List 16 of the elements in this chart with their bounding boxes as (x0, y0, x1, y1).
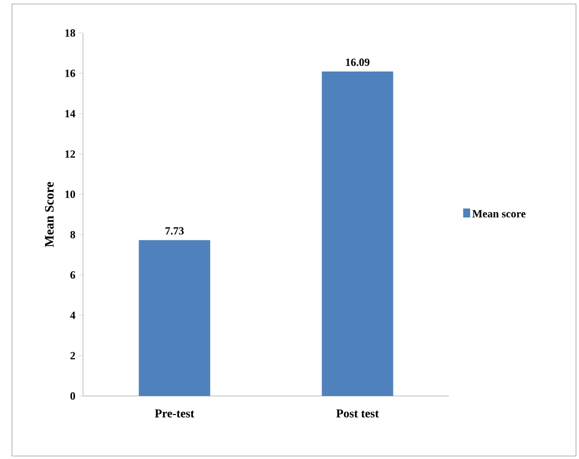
y-tick-label: 12 (65, 150, 76, 158)
y-axis-title: Mean Score (44, 182, 54, 248)
data-label: 7.73 (166, 227, 184, 235)
legend-label: Mean score (472, 210, 526, 218)
x-tick-label: Pre-test (154, 410, 194, 418)
y-tick-label: 4 (70, 312, 76, 319)
x-tick-label: Post test (336, 410, 379, 418)
data-label: 16.09 (346, 58, 370, 66)
y-tick-label: 6 (70, 271, 76, 279)
y-tick-label: 14 (65, 110, 76, 118)
y-tick-label: 8 (70, 230, 76, 238)
y-tick-label: 0 (70, 392, 76, 400)
y-tick-label: 2 (70, 352, 76, 360)
y-tick-label: 18 (65, 29, 76, 37)
y-tick-label: 16 (65, 70, 76, 78)
y-tick-label: 10 (65, 190, 76, 198)
